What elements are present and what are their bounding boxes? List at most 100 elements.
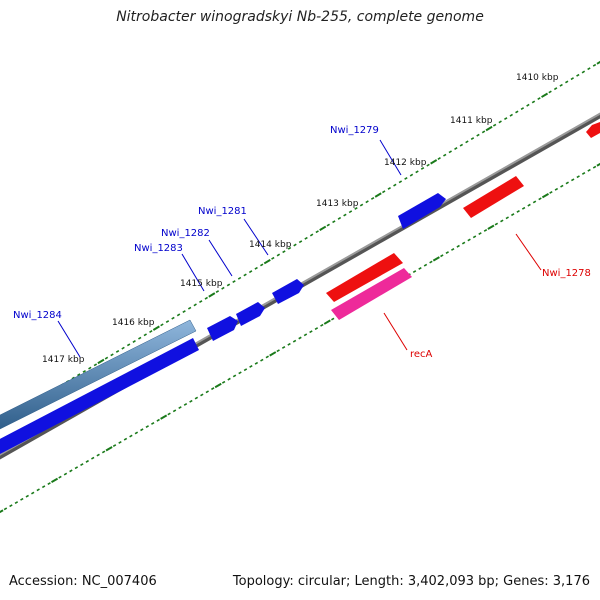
leader-nwi-1279	[379, 139, 402, 176]
minor-tick	[315, 230, 319, 234]
gene-label-reca[interactable]: recA	[410, 349, 433, 360]
minor-tick	[492, 123, 497, 127]
gene-arrow-nwi-1279[interactable]	[398, 193, 446, 229]
gene-arrow-nwi-1284[interactable]	[0, 338, 199, 454]
minor-tick	[281, 346, 286, 349]
minor-tick	[571, 178, 575, 182]
minor-tick	[445, 251, 449, 255]
minor-tick	[481, 130, 486, 134]
minor-tick	[560, 184, 564, 188]
minor-tick	[77, 373, 81, 377]
gene-label-nwi-1283[interactable]: Nwi_1283	[134, 243, 183, 254]
minor-tick	[576, 175, 580, 179]
minor-tick	[160, 323, 164, 327]
minor-tick	[494, 222, 499, 226]
minor-tick	[465, 140, 469, 144]
minor-tick	[25, 494, 29, 498]
minor-tick	[520, 107, 525, 111]
minor-tick	[443, 153, 447, 157]
minor-tick	[20, 497, 24, 501]
minor-tick	[260, 358, 264, 362]
minor-tick	[123, 437, 128, 441]
major-tick	[432, 256, 440, 262]
gene-arrow-nwi-1278[interactable]	[463, 176, 524, 218]
steelblue-feature[interactable]	[0, 319, 197, 431]
major-tick	[323, 319, 331, 325]
minor-tick	[412, 270, 417, 274]
kbp-label: 1414 kbp	[249, 240, 292, 250]
minor-tick	[398, 180, 403, 184]
minor-tick	[498, 120, 502, 124]
major-tick	[51, 477, 59, 483]
leader-nwi-1284	[57, 320, 81, 358]
minor-tick	[249, 365, 253, 368]
kbp-label: 1413 kbp	[316, 199, 359, 209]
gene-arrow-nwi-1280[interactable]	[326, 253, 403, 302]
minor-tick	[516, 210, 520, 213]
minor-tick	[332, 220, 336, 224]
gene-arrow-nwi-1283[interactable]	[207, 316, 238, 341]
minor-tick	[409, 173, 414, 177]
minor-tick	[515, 110, 519, 114]
gene-label-nwi-1279[interactable]: Nwi_1279	[330, 125, 379, 136]
minor-tick	[309, 330, 313, 334]
minor-tick	[134, 431, 139, 435]
minor-tick	[343, 213, 347, 217]
major-tick	[430, 159, 438, 165]
gene-arrow-offscreen[interactable]	[586, 122, 600, 138]
minor-tick	[69, 469, 73, 473]
gene-arrow-reca[interactable]	[331, 268, 412, 320]
minor-tick	[504, 117, 508, 121]
gene-label-nwi-1278[interactable]: Nwi_1278	[542, 268, 591, 279]
minor-tick	[404, 176, 408, 180]
minor-tick	[304, 236, 308, 240]
minor-tick	[437, 157, 441, 160]
kbp-label: 1416 kbp	[112, 318, 155, 328]
major-tick	[214, 382, 222, 389]
major-tick	[152, 325, 160, 331]
minor-tick	[320, 323, 324, 327]
minor-tick	[221, 286, 225, 290]
minor-tick	[138, 336, 142, 340]
minor-tick	[565, 181, 569, 185]
accession-text: Accession: NC_007406	[9, 574, 157, 589]
minor-tick	[559, 83, 563, 87]
gene-arrow-nwi-1281[interactable]	[272, 279, 304, 304]
minor-tick	[237, 276, 242, 280]
gene-arrow-nwi-1282[interactable]	[236, 302, 265, 326]
minor-tick	[187, 306, 192, 310]
minor-tick	[581, 70, 586, 74]
minor-tick	[183, 402, 188, 406]
minor-tick	[276, 253, 281, 257]
minor-tick	[194, 396, 199, 400]
minor-tick	[121, 346, 125, 350]
minor-tick	[298, 336, 302, 340]
kbp-label: 1412 kbp	[384, 158, 427, 168]
minor-tick	[9, 504, 13, 508]
inner-tick-row	[0, 162, 600, 514]
minor-tick	[167, 412, 171, 416]
minor-tick	[271, 256, 275, 260]
minor-tick	[143, 333, 147, 337]
minor-tick	[418, 266, 422, 270]
minor-tick	[348, 210, 353, 214]
minor-tick	[232, 280, 236, 284]
gene-label-nwi-1281[interactable]: Nwi_1281	[198, 206, 247, 217]
minor-tick	[93, 363, 98, 367]
minor-tick	[429, 260, 433, 264]
minor-tick	[182, 310, 186, 314]
major-tick	[263, 258, 271, 265]
minor-tick	[456, 244, 460, 248]
gene-label-nwi-1282[interactable]: Nwi_1282	[161, 228, 210, 239]
kbp-label: 1417 kbp	[42, 355, 85, 365]
minor-tick	[82, 369, 86, 373]
gene-label-nwi-1284[interactable]: Nwi_1284	[13, 310, 62, 321]
minor-tick	[31, 491, 35, 495]
minor-tick	[254, 266, 258, 270]
major-tick	[0, 509, 4, 514]
minor-tick	[531, 100, 536, 104]
minor-tick	[576, 73, 580, 77]
major-tick	[541, 193, 549, 199]
minor-tick	[293, 243, 297, 247]
